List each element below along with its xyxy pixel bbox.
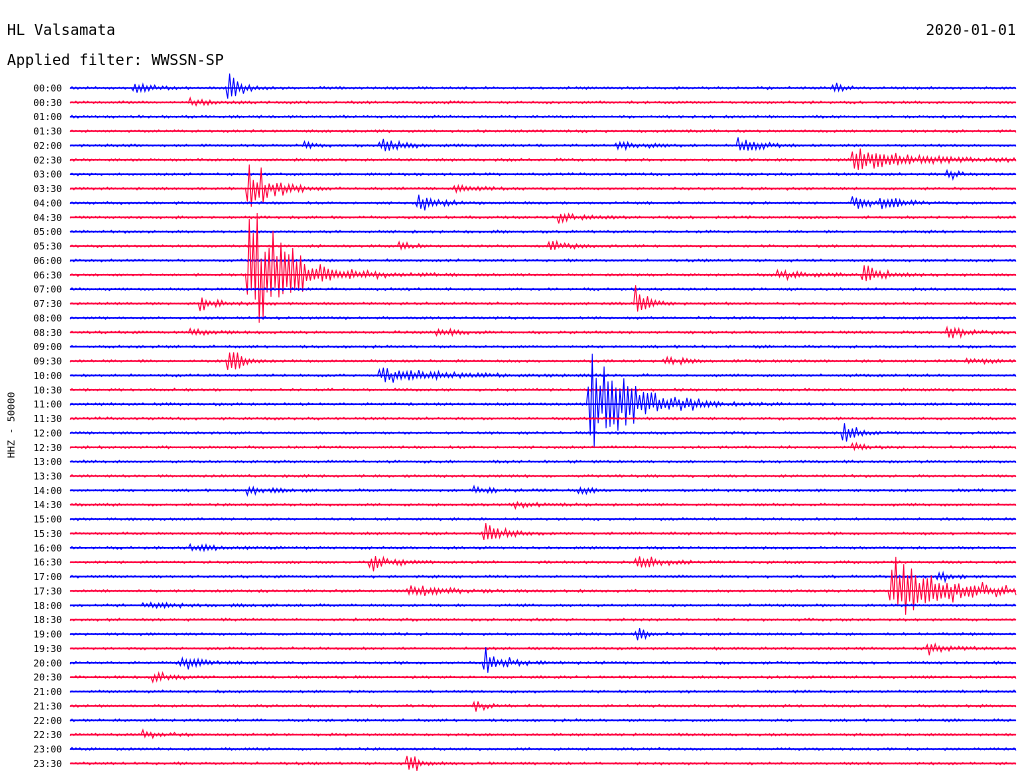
row-time-label: 02:30 bbox=[33, 155, 62, 166]
row-time-label: 16:00 bbox=[33, 543, 62, 554]
row-time-label: 15:30 bbox=[33, 529, 62, 540]
row-time-label: 03:00 bbox=[33, 170, 62, 181]
row-time-label: 10:30 bbox=[33, 385, 62, 396]
row-time-label: 14:30 bbox=[33, 500, 62, 511]
trace-row bbox=[69, 212, 1017, 323]
row-time-label: 13:00 bbox=[33, 457, 62, 468]
row-time-label: 18:00 bbox=[33, 601, 62, 612]
row-time-label: 21:30 bbox=[33, 701, 62, 712]
row-time-label: 23:30 bbox=[33, 759, 62, 770]
row-time-label: 12:30 bbox=[33, 443, 62, 454]
row-time-label: 14:00 bbox=[33, 486, 62, 497]
row-time-label: 06:00 bbox=[33, 256, 62, 267]
row-time-label: 19:00 bbox=[33, 630, 62, 641]
row-time-label: 22:00 bbox=[33, 716, 62, 727]
row-time-label: 08:30 bbox=[33, 328, 62, 339]
row-time-label: 21:00 bbox=[33, 687, 62, 698]
row-time-label: 05:30 bbox=[33, 242, 62, 253]
trace-row bbox=[69, 642, 1017, 656]
row-time-label: 19:30 bbox=[33, 644, 62, 655]
row-time-label: 08:00 bbox=[33, 313, 62, 324]
row-time-label: 02:00 bbox=[33, 141, 62, 152]
row-time-label: 11:30 bbox=[33, 414, 62, 425]
trace-row bbox=[69, 194, 1017, 211]
row-time-label: 11:00 bbox=[33, 400, 62, 411]
row-time-label: 09:30 bbox=[33, 357, 62, 368]
row-time-label: 07:30 bbox=[33, 299, 62, 310]
row-time-label: 20:30 bbox=[33, 673, 62, 684]
row-time-label: 00:00 bbox=[33, 84, 62, 95]
row-time-label: 17:00 bbox=[33, 572, 62, 583]
trace-row bbox=[69, 647, 1017, 673]
trace-row bbox=[69, 164, 1017, 207]
trace-row bbox=[69, 285, 1017, 312]
row-time-label: 15:00 bbox=[33, 515, 62, 526]
trace-row bbox=[69, 137, 1017, 152]
trace-row bbox=[69, 473, 1017, 479]
filter-label: Applied filter: WWSSN-SP bbox=[7, 51, 224, 69]
row-time-label: 17:30 bbox=[33, 586, 62, 597]
trace-row bbox=[69, 168, 1017, 182]
trace-row bbox=[69, 441, 1017, 452]
station-title: HL Valsamata bbox=[7, 21, 116, 39]
row-time-label: 16:30 bbox=[33, 558, 62, 569]
row-time-label: 20:00 bbox=[33, 658, 62, 669]
row-time-label: 04:00 bbox=[33, 198, 62, 209]
row-time-label: 22:30 bbox=[33, 730, 62, 741]
row-time-label: 12:00 bbox=[33, 428, 62, 439]
trace-row bbox=[69, 258, 1017, 263]
row-time-label: 03:30 bbox=[33, 184, 62, 195]
row-time-label: 05:00 bbox=[33, 227, 62, 238]
trace-row bbox=[69, 212, 1017, 224]
row-time-label: 23:00 bbox=[33, 745, 62, 756]
trace-row bbox=[69, 73, 1017, 99]
row-time-label: 13:30 bbox=[33, 471, 62, 482]
row-time-label: 01:30 bbox=[33, 127, 62, 138]
row-time-label: 10:00 bbox=[33, 371, 62, 382]
row-time-label: 06:30 bbox=[33, 270, 62, 281]
row-time-label: 04:30 bbox=[33, 213, 62, 224]
row-time-label: 18:30 bbox=[33, 615, 62, 626]
trace-row bbox=[69, 555, 1017, 572]
date-label: 2020-01-01 bbox=[925, 21, 1016, 39]
row-time-label: 01:00 bbox=[33, 112, 62, 123]
row-time-label: 09:00 bbox=[33, 342, 62, 353]
row-time-label: 07:00 bbox=[33, 285, 62, 296]
row-time-label: 00:30 bbox=[33, 98, 62, 109]
trace-row bbox=[69, 522, 1017, 541]
